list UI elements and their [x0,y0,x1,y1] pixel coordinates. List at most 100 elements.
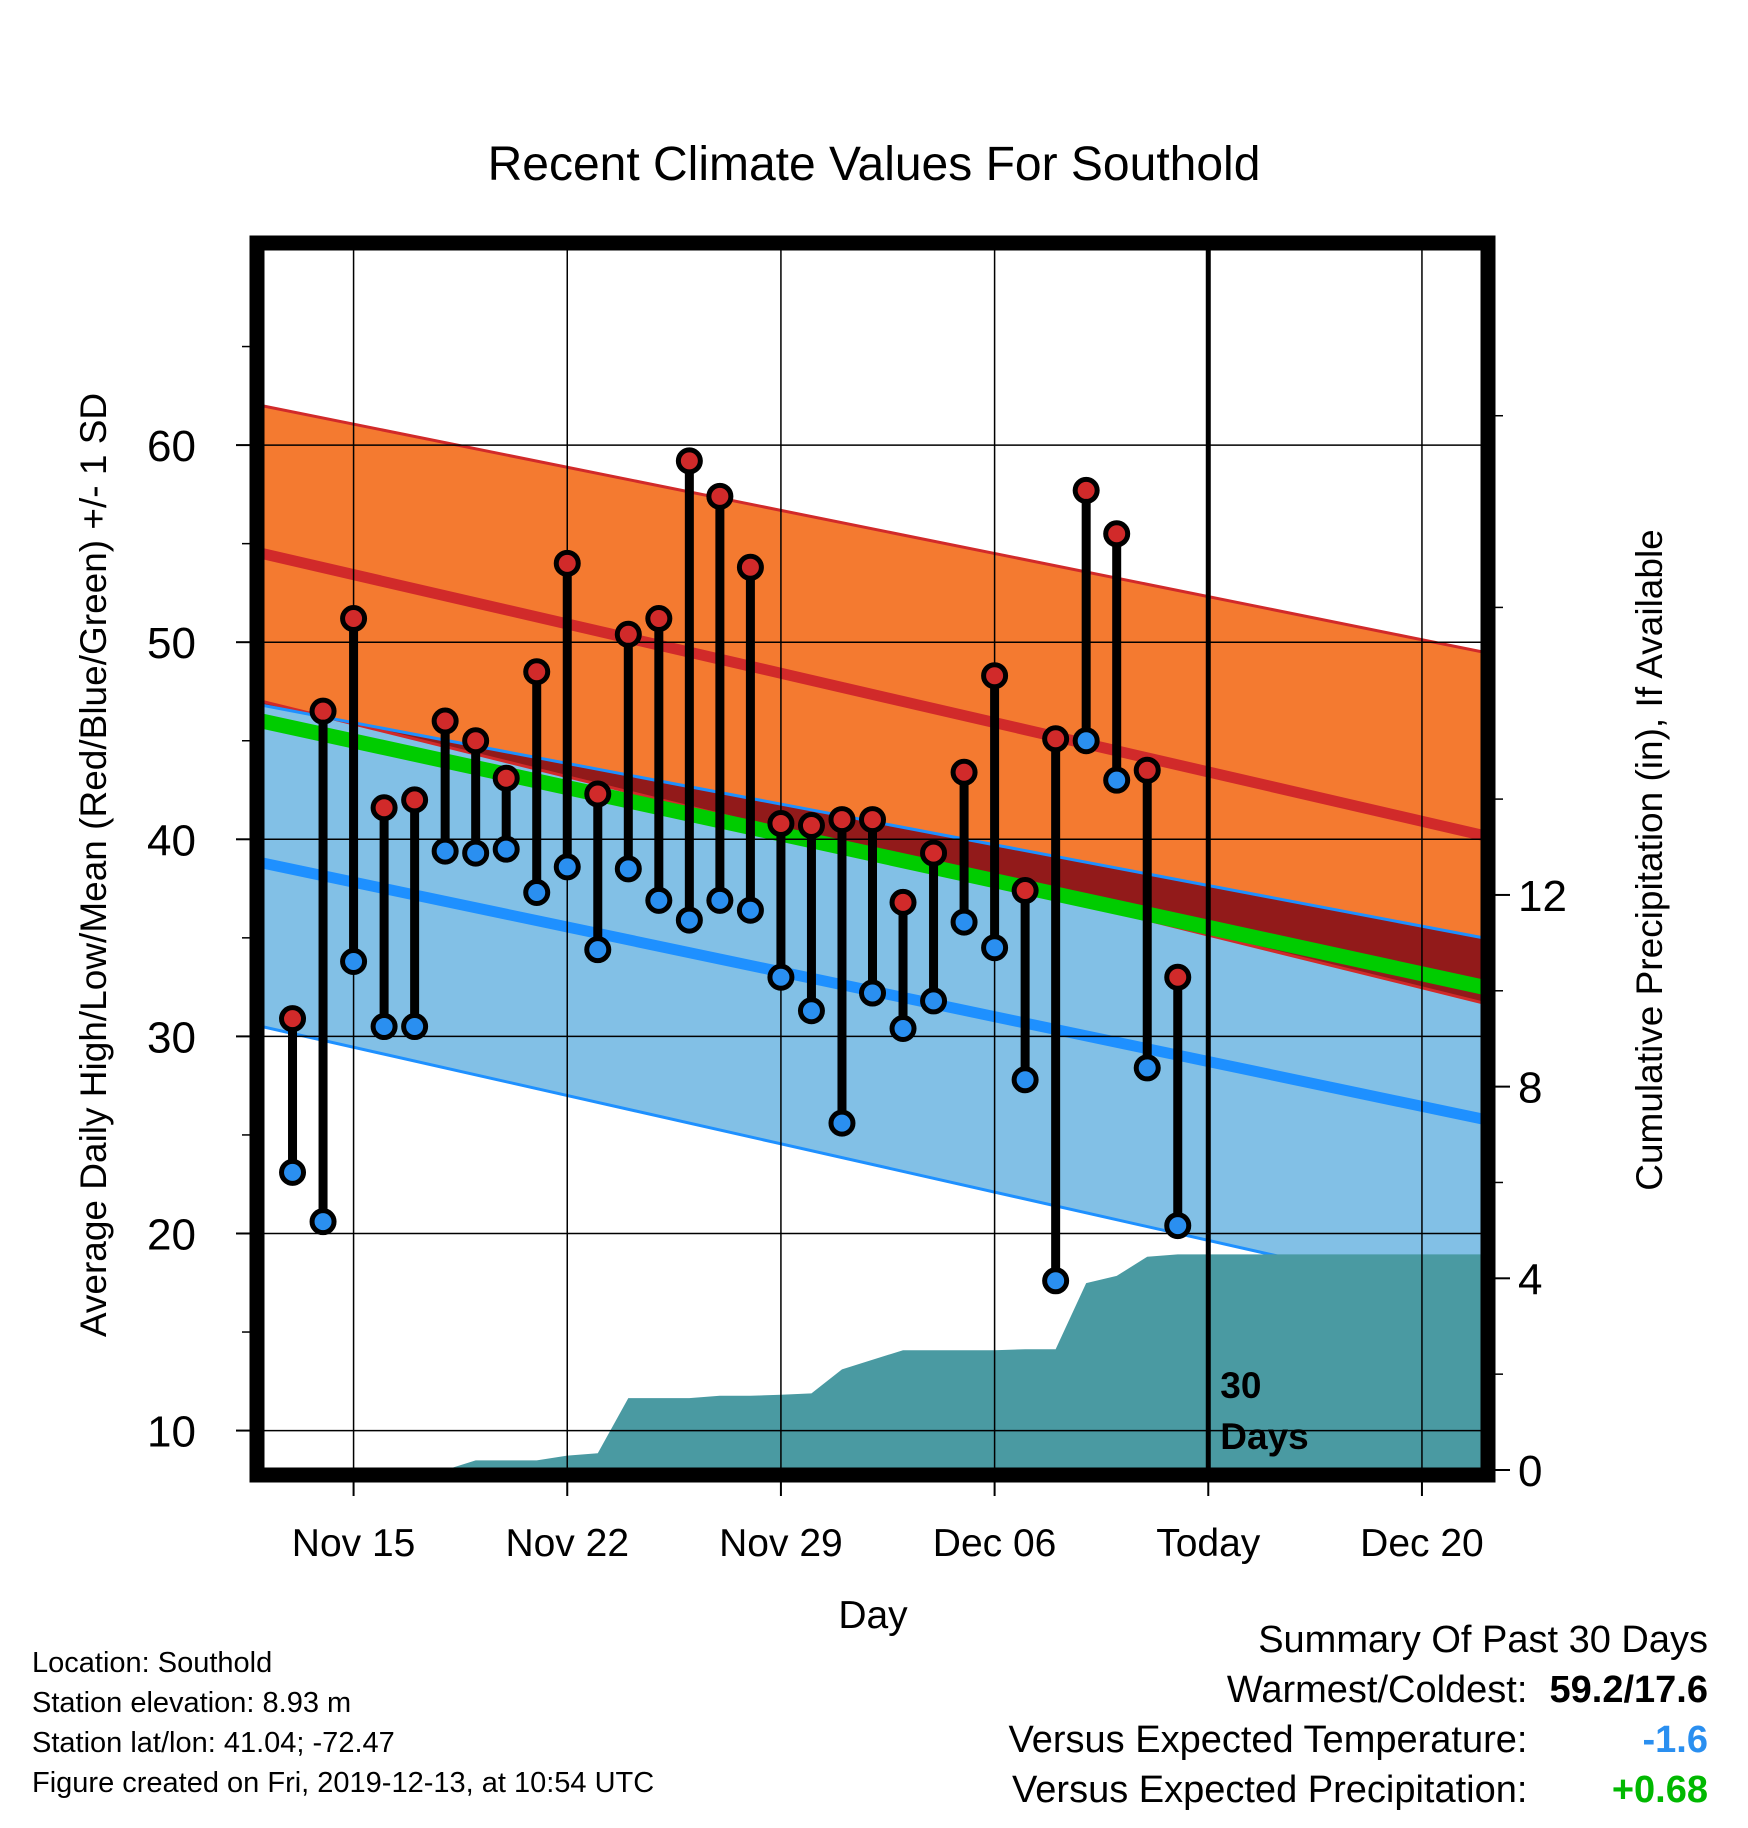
daily-low-point [859,979,886,1007]
daily-low-point [1042,1267,1070,1295]
y2-tick-label: 8 [1518,1064,1542,1113]
daily-high-point [431,707,459,735]
daily-low-point [645,886,673,914]
y-tick-label: 30 [147,1013,196,1062]
daily-low-point [309,1208,337,1236]
daily-low-point [950,908,978,936]
plot-frame [249,235,1496,1483]
daily-low-point [370,1013,398,1041]
normal-high-line [262,548,1483,841]
daily-high-point [736,553,764,581]
daily-low-point [279,1158,307,1186]
daily-low-point [462,839,490,867]
today-annotation: Days [1220,1416,1308,1457]
daily-low-point [431,837,459,865]
x-axis-label: Day [838,1594,908,1637]
daily-high-point [889,888,917,916]
daily-low-point [675,906,703,934]
daily-high-point [797,811,825,839]
y2-tick-label: 0 [1518,1447,1542,1496]
daily-low-point [553,853,581,881]
created-text: Figure created on Fri, 2019-12-13, at 10… [32,1767,655,1799]
latlon-text: Station lat/lon: 41.04; -72.47 [32,1727,395,1759]
elevation-text: Station elevation: 8.93 m [32,1687,352,1719]
warm-cold-value: 59.2/17.6 [1549,1669,1708,1711]
daily-high-point [920,839,948,867]
daily-high-point [859,806,886,834]
location-text: Location: Southold [32,1647,273,1679]
precip-label: Versus Expected Precipitation: [1012,1769,1528,1811]
y-tick-label: 10 [147,1408,196,1457]
daily-high-point [279,1005,307,1033]
daily-high-point [767,810,795,838]
daily-high-point [1133,756,1161,784]
daily-high-point [1103,520,1131,548]
temp-row: Versus Expected Temperature: -1.6 [1009,1715,1708,1765]
daily-high-point [309,697,337,725]
x-tick-label: Nov 22 [505,1522,629,1565]
warm-cold-row: Warmest/Coldest: 59.2/17.6 [1009,1665,1708,1715]
daily-high-point [1011,877,1039,905]
y2-tick-label: 4 [1518,1255,1542,1304]
precip-value: +0.68 [1611,1769,1708,1811]
daily-high-point [614,620,642,648]
station-info: Location: Southold Station elevation: 8.… [32,1643,654,1803]
daily-low-point [767,963,795,991]
daily-low-point [401,1013,429,1041]
daily-low-point [1011,1066,1039,1094]
daily-high-point [553,549,581,577]
y-tick-label: 40 [147,816,196,865]
daily-high-point [981,662,1009,690]
summary-panel: Summary Of Past 30 Days Warmest/Coldest:… [1009,1615,1708,1815]
daily-low-point [340,947,368,975]
warm-cold-label: Warmest/Coldest: [1226,1669,1528,1711]
y-axis-label: Average Daily High/Low/Mean (Red/Blue/Gr… [73,393,114,1337]
daily-low-point [523,879,551,907]
daily-low-point [1164,1212,1192,1240]
daily-low-point [736,896,764,924]
daily-low-point [797,997,825,1025]
daily-low-point [1133,1054,1161,1082]
daily-high-point [462,727,490,755]
y2-tick-label: 12 [1518,872,1567,921]
y-tick-label: 50 [147,619,196,668]
daily-low-point [1103,766,1131,794]
today-annotation: 30 [1220,1365,1261,1406]
x-tick-label: Dec 20 [1360,1522,1484,1565]
daily-low-point [828,1109,856,1137]
daily-high-point [828,806,856,834]
daily-low-point [706,886,734,914]
daily-high-point [523,658,551,686]
daily-high-point [706,482,734,510]
y-tick-label: 20 [147,1210,196,1259]
temp-value: -1.6 [1642,1719,1708,1761]
y-tick-label: 60 [147,422,196,471]
daily-high-point [584,780,612,808]
daily-low-point [920,987,948,1015]
daily-high-point [950,758,978,786]
precip-row: Versus Expected Precipitation: +0.68 [1009,1765,1708,1815]
x-tick-label: Today [1156,1522,1261,1565]
summary-heading: Summary Of Past 30 Days [1258,1619,1708,1661]
daily-high-point [492,764,520,792]
x-tick-label: Nov 29 [719,1522,843,1565]
daily-high-point [1042,725,1070,753]
y2-axis-label: Cumulative Precipitation (in), If Availa… [1629,529,1670,1191]
daily-high-point [675,447,703,475]
x-tick-label: Dec 06 [933,1522,1057,1565]
daily-high-point [1072,476,1100,504]
x-tick-label: Nov 15 [292,1522,416,1565]
daily-low-point [1072,727,1100,755]
daily-high-point [340,605,368,633]
high-plus-sd-line [262,404,1483,654]
daily-low-point [584,936,612,964]
daily-low-point [889,1015,917,1043]
daily-low-point [981,934,1009,962]
precip-area [262,1254,1483,1470]
daily-low-point [492,835,520,863]
daily-high-point [401,786,429,814]
temp-label: Versus Expected Temperature: [1008,1719,1528,1761]
chart-title: Recent Climate Values For Southold [488,138,1261,191]
daily-high-point [1164,963,1192,991]
